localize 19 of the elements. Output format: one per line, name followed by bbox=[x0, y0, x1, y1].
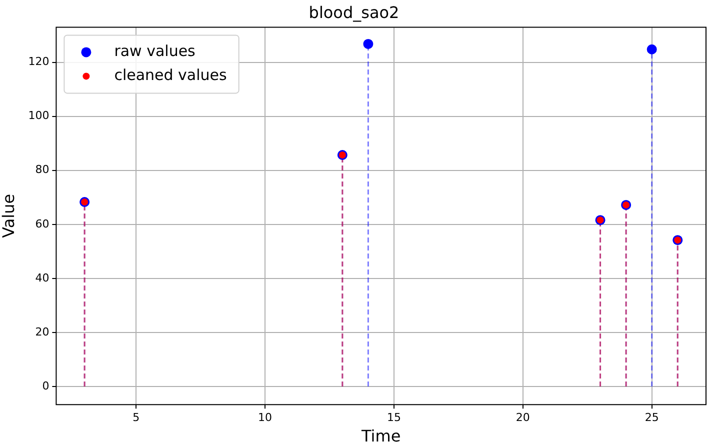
y-tick-label: 20 bbox=[35, 325, 50, 338]
x-tick-label: 5 bbox=[132, 411, 140, 424]
y-tick-label: 80 bbox=[35, 163, 50, 176]
y-axis-title: Value bbox=[0, 194, 18, 238]
legend-label: raw values bbox=[114, 42, 196, 60]
chart-title: blood_sao2 bbox=[308, 2, 400, 22]
y-tick-label: 0 bbox=[42, 379, 50, 392]
y-tick-label: 60 bbox=[35, 217, 50, 230]
point bbox=[646, 44, 657, 54]
x-tick-label: 10 bbox=[258, 411, 272, 424]
y-tick-label: 40 bbox=[35, 271, 50, 284]
x-tick-label: 15 bbox=[386, 411, 401, 424]
x-tick-label: 20 bbox=[516, 411, 530, 424]
x-tick-label: 25 bbox=[644, 411, 659, 424]
x-axis-title: Time bbox=[360, 426, 401, 446]
legend-label: cleaned values bbox=[114, 66, 228, 84]
point bbox=[363, 38, 374, 49]
y-tick-label: 100 bbox=[28, 109, 50, 122]
y-tick-label: 120 bbox=[28, 55, 50, 68]
